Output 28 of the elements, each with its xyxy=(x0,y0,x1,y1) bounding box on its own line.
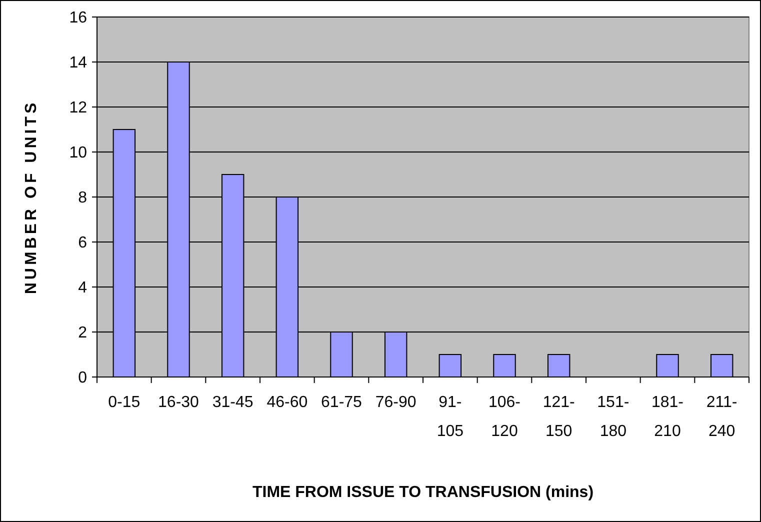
y-tick-label: 14 xyxy=(69,54,88,72)
y-tick-label: 10 xyxy=(69,144,88,162)
y-axis-title: NUMBER OF UNITS xyxy=(23,100,40,294)
x-tick-label: 211-240 xyxy=(706,394,738,440)
x-tick-label: 181-210 xyxy=(651,394,684,440)
x-axis-title: TIME FROM ISSUE TO TRANSFUSION (mins) xyxy=(252,484,594,501)
x-tick-label: 0-15 xyxy=(108,394,140,411)
y-tick-label: 8 xyxy=(78,190,88,207)
x-tick-label: 76-90 xyxy=(375,394,416,411)
x-tick-label: 106-120 xyxy=(488,394,521,440)
y-tick-label: 16 xyxy=(69,10,88,27)
x-tick-label: 16-30 xyxy=(158,394,200,411)
x-tick-label: 151-180 xyxy=(597,394,630,440)
x-tick-label: 61-75 xyxy=(321,394,362,411)
y-tick-label: 12 xyxy=(69,100,88,117)
bar xyxy=(438,354,462,378)
y-tick-label: 0 xyxy=(78,370,88,387)
x-tick-label: 31-45 xyxy=(212,394,254,411)
bar xyxy=(656,354,679,378)
x-tick-label: 121-150 xyxy=(542,394,575,440)
x-tick-label: 91-105 xyxy=(436,394,464,440)
y-tick-label: 6 xyxy=(78,234,88,252)
x-tick-label: 46-60 xyxy=(266,394,308,411)
bar xyxy=(493,354,516,378)
y-tick-label: 4 xyxy=(78,280,88,297)
bar xyxy=(710,354,734,378)
bar xyxy=(547,354,570,378)
y-tick-label: 2 xyxy=(78,324,88,342)
